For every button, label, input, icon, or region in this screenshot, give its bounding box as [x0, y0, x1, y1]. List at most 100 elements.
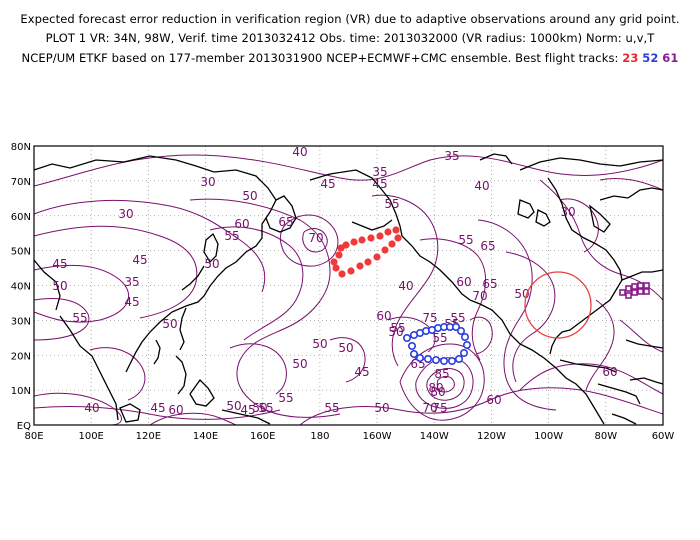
- contour-label: 50: [292, 357, 307, 371]
- map-frame: [33, 145, 664, 426]
- track-23-dropsonde: [384, 228, 392, 236]
- contour-label: 40: [292, 145, 307, 159]
- contour-label: 55: [258, 401, 273, 415]
- track-23-dropsonde: [376, 232, 384, 240]
- contour-label: 45: [354, 365, 369, 379]
- coastlines: [33, 153, 664, 425]
- contour-label: 70: [308, 231, 323, 245]
- contour-label: 45: [52, 257, 67, 271]
- contour-label: 50: [162, 317, 177, 331]
- contour-label: 60: [602, 365, 617, 379]
- contour-label: 55: [72, 311, 87, 325]
- contour-label: 45: [132, 253, 147, 267]
- contour-label: 55: [278, 391, 293, 405]
- contour-label: 60: [376, 309, 391, 323]
- latitude-label: 70N: [11, 177, 31, 188]
- longitude-label: 80E: [24, 431, 43, 442]
- contour-label: 55: [432, 331, 447, 345]
- track-52-dropsonde: [423, 354, 432, 363]
- contour-label: 85: [434, 367, 449, 381]
- contour-label: 45: [372, 177, 387, 191]
- track-61-label: 61: [662, 51, 679, 65]
- contour-label: 30: [118, 207, 133, 221]
- contour-label: 50: [226, 399, 241, 413]
- contour-label: 35: [372, 165, 387, 179]
- contour-label: 80: [430, 385, 445, 399]
- track-52-dropsonde: [451, 322, 460, 331]
- track-23-dropsonde: [394, 234, 402, 242]
- longitude-label: 100W: [534, 431, 563, 442]
- track-23-dropsonde: [356, 262, 364, 270]
- track-52-dropsonde: [447, 356, 456, 365]
- latitude-label: 40N: [11, 282, 31, 293]
- contour-label: 70: [422, 401, 437, 415]
- contour-label: 50: [252, 401, 267, 415]
- contour-label: 50: [242, 189, 257, 203]
- track-23-dropsonde: [330, 258, 338, 266]
- longitude-label: 140E: [193, 431, 218, 442]
- track-23-dropsonde: [392, 226, 400, 234]
- track-61-dropsonde: [637, 288, 644, 295]
- contour-label: 60: [234, 217, 249, 231]
- latitude-label: 50N: [11, 247, 31, 258]
- track-52-dropsonde: [431, 355, 440, 364]
- track-61-dropsonde: [625, 285, 632, 292]
- contour-label: 45: [320, 177, 335, 191]
- contour-label: 55: [390, 321, 405, 335]
- latitude-label: 80N: [11, 142, 31, 153]
- track-52-dropsonde: [460, 332, 469, 341]
- longitude-label: 160E: [250, 431, 275, 442]
- track-23-dropsonde: [338, 270, 346, 278]
- error-reduction-contours: [33, 154, 664, 426]
- title-line-3: NCEP/UM ETKF based on 177-member 2013031…: [0, 51, 700, 65]
- track-52-label: 52: [642, 51, 659, 65]
- track-23-dropsonde: [364, 258, 372, 266]
- contour-label: 60: [486, 393, 501, 407]
- track-52-dropsonde: [459, 348, 468, 357]
- track-61-dropsonde: [643, 288, 650, 295]
- contour-label: 50: [312, 337, 327, 351]
- contour-label: 30: [200, 175, 215, 189]
- contour-label: 60: [456, 275, 471, 289]
- longitude-label: 180: [310, 431, 329, 442]
- track-23-dropsonde: [381, 246, 389, 254]
- track-23-dropsonde: [388, 240, 396, 248]
- track-52-dropsonde: [462, 340, 471, 349]
- longitude-label: 120E: [136, 431, 161, 442]
- contour-label: 80: [428, 381, 443, 395]
- track-23-dropsonde: [350, 238, 358, 246]
- verification-region-circle: [524, 271, 592, 339]
- longitude-label: 60W: [652, 431, 675, 442]
- contour-label: 65: [482, 277, 497, 291]
- track-61-dropsonde: [625, 292, 632, 299]
- track-23: [330, 226, 402, 278]
- title-line-1: Expected forecast error reduction in ver…: [20, 12, 680, 26]
- contour-label: 50: [204, 257, 219, 271]
- contour-label: 35: [444, 149, 459, 163]
- track-61-dropsonde: [619, 289, 626, 296]
- track-52-dropsonde: [454, 354, 463, 363]
- track-23-dropsonde: [373, 253, 381, 261]
- contour-label: 30: [560, 205, 575, 219]
- track-61: [619, 282, 650, 299]
- contour-label: 60: [168, 403, 183, 417]
- contour-label: 55: [450, 311, 465, 325]
- longitude-label: 100E: [78, 431, 103, 442]
- track-23-dropsonde: [367, 234, 375, 242]
- track-23-dropsonde: [335, 251, 343, 259]
- track-23-dropsonde: [358, 236, 366, 244]
- longitude-label: 120W: [477, 431, 506, 442]
- track-61-dropsonde: [631, 283, 638, 290]
- contour-label: 75: [422, 311, 437, 325]
- track-61-dropsonde: [631, 289, 638, 296]
- latitude-label: 20N: [11, 351, 31, 362]
- contour-label: 55: [384, 197, 399, 211]
- contour-label: 65: [278, 215, 293, 229]
- latitude-label: EQ: [17, 421, 31, 432]
- contour-label: 45: [240, 403, 255, 417]
- contour-label: 50: [52, 279, 67, 293]
- latitude-label: 30N: [11, 316, 31, 327]
- track-52-dropsonde: [415, 353, 424, 362]
- track-52-dropsonde: [456, 326, 465, 335]
